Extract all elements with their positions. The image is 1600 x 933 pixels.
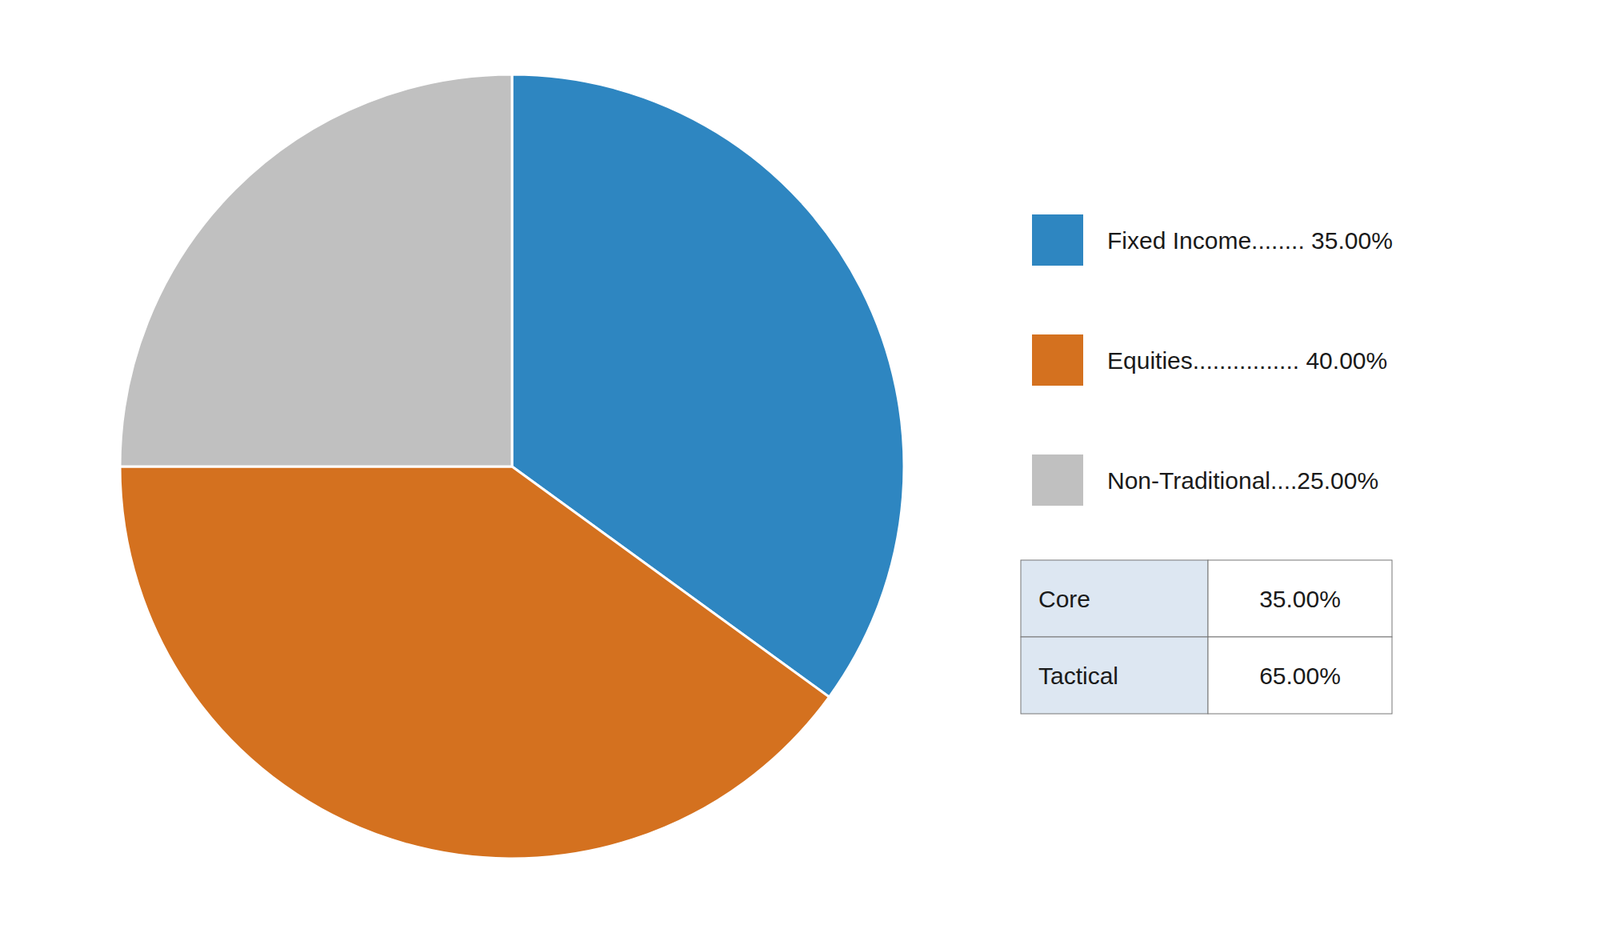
chart-svg: Fixed Income........ 35.00% Equities.....…: [0, 0, 1600, 933]
legend-swatch: [1032, 334, 1084, 386]
table-row-label: Core: [1038, 585, 1091, 612]
table-row-label: Tactical: [1038, 662, 1119, 689]
legend-swatch: [1032, 214, 1084, 266]
pie-slice: [120, 74, 512, 467]
table: Core 35.00% Tactical 65.00%: [1020, 560, 1392, 714]
table-value-cell: [1208, 560, 1392, 637]
table-label-cell: [1020, 636, 1208, 714]
table-value-cell: [1208, 636, 1392, 714]
table-value-label: 35.00%: [1259, 585, 1341, 612]
legend-label: Equities................ 40.00%: [1107, 347, 1388, 374]
pie-slice: [120, 466, 829, 859]
legend: Fixed Income........ 35.00% Equities.....…: [1032, 214, 1393, 506]
pie: [120, 74, 904, 859]
legend-label: Fixed Income........ 35.00%: [1107, 227, 1393, 254]
chart-container: Fixed Income........ 35.00% Equities.....…: [0, 0, 1600, 933]
legend-swatch: [1032, 454, 1084, 506]
legend-label: Non-Traditional....25.00%: [1107, 467, 1379, 494]
table-value-label: 65.00%: [1259, 662, 1341, 689]
table-label-cell: [1020, 560, 1208, 637]
